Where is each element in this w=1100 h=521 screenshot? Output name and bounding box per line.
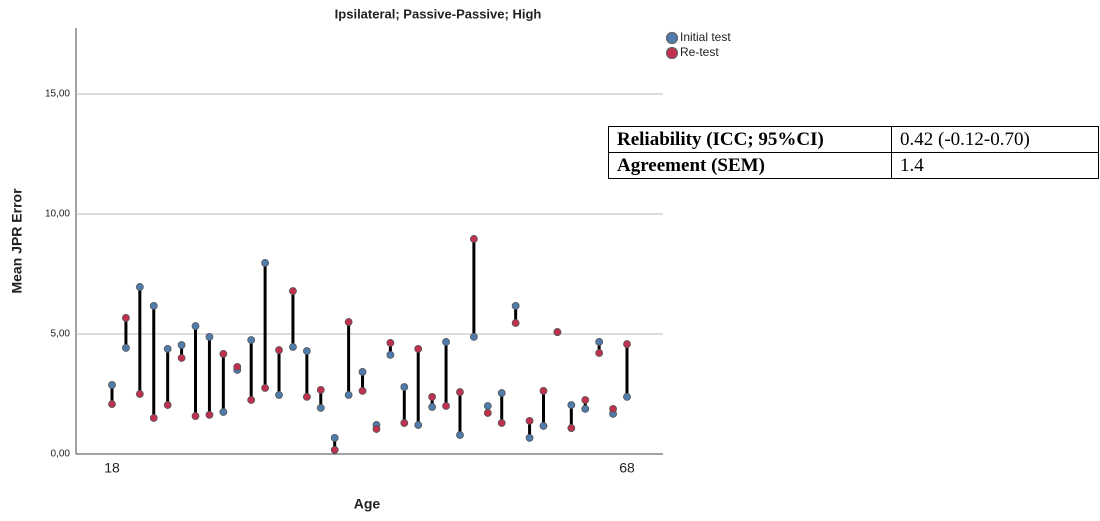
dot [177, 341, 186, 349]
dot [469, 235, 478, 243]
dot [135, 390, 144, 398]
dot [135, 283, 144, 291]
dot [275, 391, 283, 399]
dot [149, 414, 158, 422]
dot [497, 419, 506, 427]
legend-label: Initial test [680, 30, 731, 44]
y-tick-label: 5,00 [51, 329, 71, 340]
dot [428, 392, 437, 401]
dot [581, 396, 590, 404]
dot [539, 422, 548, 430]
stats-table: Reliability (ICC; 95%CI) 0.42 (-0.12-0.70… [608, 126, 1099, 179]
dot [219, 408, 228, 416]
dot [344, 391, 353, 399]
dot [386, 338, 395, 347]
dot [400, 419, 409, 427]
dot [289, 343, 297, 351]
legend-label: Re-test [680, 45, 719, 59]
y-tick-label: 15,00 [45, 89, 70, 100]
dot [219, 350, 228, 358]
dot [177, 354, 186, 362]
dot [469, 332, 478, 341]
y-tick-label: 10,00 [45, 209, 70, 220]
dot [428, 403, 437, 411]
dot [344, 318, 353, 326]
dot [205, 332, 214, 341]
dot [386, 350, 395, 359]
dot [261, 384, 270, 392]
dot [316, 404, 325, 412]
dot [609, 404, 617, 413]
dot [233, 362, 242, 371]
dot [122, 314, 130, 322]
dot [595, 349, 604, 357]
x-axis-label: Age [354, 496, 381, 512]
x-tick-label: 68 [619, 460, 635, 476]
dot [330, 446, 339, 454]
dot [497, 389, 506, 397]
dot [302, 392, 311, 401]
dot [567, 424, 576, 432]
x-tick-label: 18 [104, 460, 120, 476]
cell: 1.4 [891, 152, 1099, 179]
legend-marker [665, 31, 679, 45]
dot [261, 259, 270, 267]
dot [108, 380, 116, 389]
dot [400, 383, 409, 391]
dot [358, 386, 367, 395]
dot [623, 340, 631, 348]
table-row: Agreement (SEM) 1.4 [608, 152, 1099, 179]
dot [511, 319, 520, 327]
dot [442, 338, 450, 346]
dot [483, 402, 492, 410]
dot [581, 404, 590, 413]
dot [525, 434, 534, 442]
dot [623, 392, 631, 401]
dot [302, 347, 311, 355]
cell: Reliability (ICC; 95%CI) [608, 126, 892, 153]
dot [247, 396, 256, 404]
dot [122, 344, 130, 352]
chart-title: Ipsilateral; Passive-Passive; High [335, 6, 542, 21]
dot [163, 401, 172, 409]
dot [442, 402, 450, 410]
dot [567, 401, 576, 409]
cell: Agreement (SEM) [608, 152, 892, 179]
legend-marker [665, 46, 679, 60]
dot [456, 388, 464, 396]
dot [414, 344, 423, 353]
dot [149, 302, 158, 310]
dot [414, 421, 423, 429]
table-row: Reliability (ICC; 95%CI) 0.42 (-0.12-0.70… [608, 126, 1099, 153]
dot [553, 328, 562, 336]
dot [372, 425, 381, 433]
y-axis-label: Mean JPR Error [9, 188, 25, 294]
dot [275, 346, 283, 354]
dot [108, 400, 116, 408]
dot [525, 416, 534, 425]
dot [316, 386, 325, 394]
y-tick-label: 0,00 [51, 449, 71, 460]
dot [191, 322, 200, 330]
dot [247, 336, 256, 344]
dot [205, 410, 214, 419]
dot [539, 386, 548, 395]
dot [483, 409, 492, 417]
cell: 0.42 (-0.12-0.70) [891, 126, 1099, 153]
dot [358, 368, 367, 376]
dot [191, 412, 200, 420]
dot [595, 338, 604, 346]
dot [163, 344, 172, 353]
dot [289, 287, 297, 295]
dot [330, 434, 339, 442]
dot [511, 302, 520, 310]
dot [456, 431, 464, 439]
